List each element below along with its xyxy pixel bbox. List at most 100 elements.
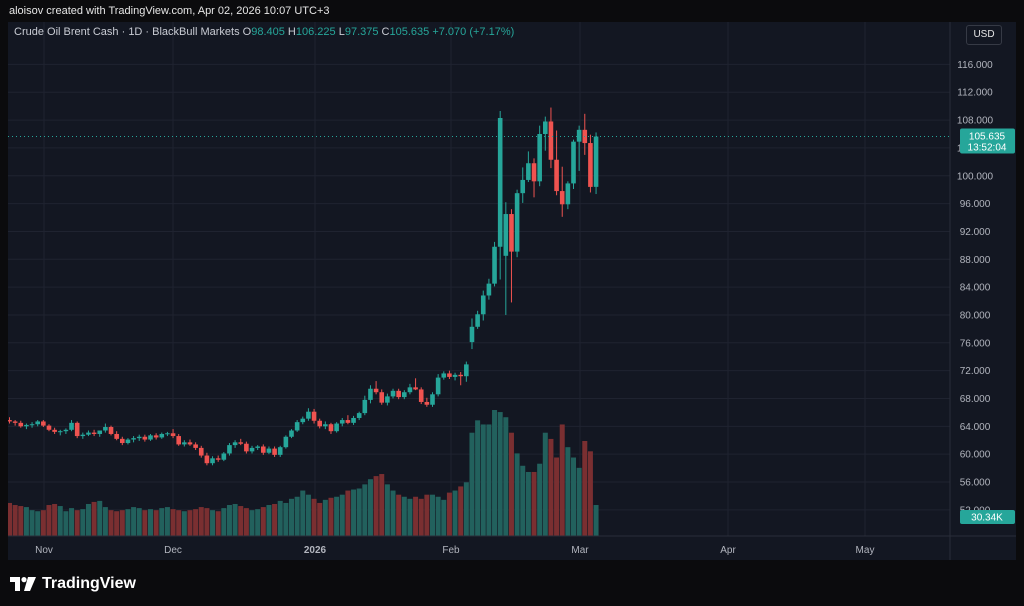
candle-body xyxy=(29,424,35,426)
volume-bar xyxy=(486,424,492,536)
candle-body xyxy=(289,430,294,437)
volume-bar xyxy=(390,490,396,536)
volume-bar xyxy=(379,474,385,536)
candle xyxy=(323,421,328,430)
candle xyxy=(91,429,97,437)
volume-bar xyxy=(170,509,176,536)
candle-body xyxy=(24,424,29,427)
x-tick-label: Feb xyxy=(442,545,460,556)
change-value: +7.070 (+7.17%) xyxy=(432,26,515,38)
candle xyxy=(8,417,12,424)
y-tick-label: 56.000 xyxy=(960,478,991,489)
volume-bar xyxy=(176,510,182,536)
candle xyxy=(531,158,537,198)
candle xyxy=(514,189,520,258)
candle xyxy=(435,374,441,397)
candle xyxy=(12,420,18,426)
y-tick-label: 72.000 xyxy=(960,366,991,377)
candle-body xyxy=(503,214,509,256)
candle-body xyxy=(588,143,593,187)
volume-bar xyxy=(339,494,345,536)
candle-body xyxy=(458,374,463,377)
candle-body xyxy=(480,295,486,315)
candle xyxy=(458,372,463,386)
candle-body xyxy=(131,438,136,440)
candle xyxy=(29,422,35,428)
candle-body xyxy=(441,373,447,378)
volume-bar xyxy=(57,506,63,536)
candle-body xyxy=(120,438,125,444)
candle-body xyxy=(368,388,373,400)
volume-bar xyxy=(193,509,199,536)
candle-body xyxy=(334,423,339,432)
candle xyxy=(41,420,46,428)
volume-bar xyxy=(503,417,509,536)
candle xyxy=(537,125,542,187)
candle-body xyxy=(435,377,441,395)
volume-bar xyxy=(221,508,227,536)
volume-bar xyxy=(345,490,351,536)
candle-body xyxy=(18,422,24,427)
candle xyxy=(339,417,345,427)
candle-body xyxy=(69,422,74,430)
volume-bar xyxy=(69,508,75,536)
volume-bar xyxy=(492,410,498,536)
top-bar: aloisov created with TradingView.com, Ap… xyxy=(0,0,1024,22)
candle-body xyxy=(283,436,289,448)
candle xyxy=(114,431,119,441)
y-tick-label: 108.000 xyxy=(957,116,994,127)
candle-body xyxy=(565,183,571,205)
candle xyxy=(424,397,430,407)
candle-body xyxy=(193,444,198,448)
volume-bar xyxy=(554,457,560,536)
volume-bar xyxy=(520,465,526,536)
candle-body xyxy=(475,314,480,327)
candle xyxy=(272,446,277,457)
volume-bar xyxy=(401,496,407,536)
candle xyxy=(351,415,356,425)
candle-body xyxy=(497,117,503,247)
candle xyxy=(193,442,198,450)
candle xyxy=(210,456,215,466)
candle xyxy=(176,433,181,446)
high-label: H xyxy=(287,26,296,38)
candle xyxy=(390,388,396,399)
candle xyxy=(215,455,221,462)
candle xyxy=(480,290,486,321)
candle-body xyxy=(464,364,469,377)
symbol-name[interactable]: Crude Oil Brent Cash · 1D · BlackBull Ma… xyxy=(14,26,240,38)
volume-bar xyxy=(508,432,514,536)
volume-bar xyxy=(80,509,86,536)
candle xyxy=(221,452,227,462)
candle xyxy=(469,318,475,350)
volume-bar xyxy=(243,508,249,536)
candle-body xyxy=(210,458,215,464)
volume-bar xyxy=(565,447,571,536)
candle xyxy=(328,422,334,434)
close-value: 105.635 xyxy=(389,26,430,38)
chart-panel[interactable]: 116.000112.000108.000104.000100.00096.00… xyxy=(8,22,1016,560)
volume-bar xyxy=(373,476,379,536)
candle xyxy=(543,116,548,151)
volume-bar xyxy=(148,509,153,536)
candle xyxy=(57,429,63,436)
tradingview-logo[interactable]: TradingView xyxy=(10,574,136,594)
price-chart[interactable]: 116.000112.000108.000104.000100.00096.00… xyxy=(8,22,1016,560)
candle xyxy=(80,432,86,439)
currency-button[interactable]: USD xyxy=(966,25,1002,45)
volume-bar xyxy=(537,463,543,536)
candle xyxy=(125,438,131,445)
candle-body xyxy=(170,433,176,437)
candle xyxy=(255,445,260,450)
candle-body xyxy=(114,433,119,439)
y-tick-label: 116.000 xyxy=(957,60,993,71)
volume-bar xyxy=(497,412,503,536)
volume-bar xyxy=(114,511,120,536)
candle xyxy=(418,387,424,405)
volume-bar xyxy=(396,494,402,536)
candle-body xyxy=(8,420,12,422)
candle-body xyxy=(249,447,255,452)
volume-bar xyxy=(40,510,46,536)
y-tick-label: 112.000 xyxy=(957,88,993,99)
symbol-legend: Crude Oil Brent Cash · 1D · BlackBull Ma… xyxy=(14,26,514,38)
